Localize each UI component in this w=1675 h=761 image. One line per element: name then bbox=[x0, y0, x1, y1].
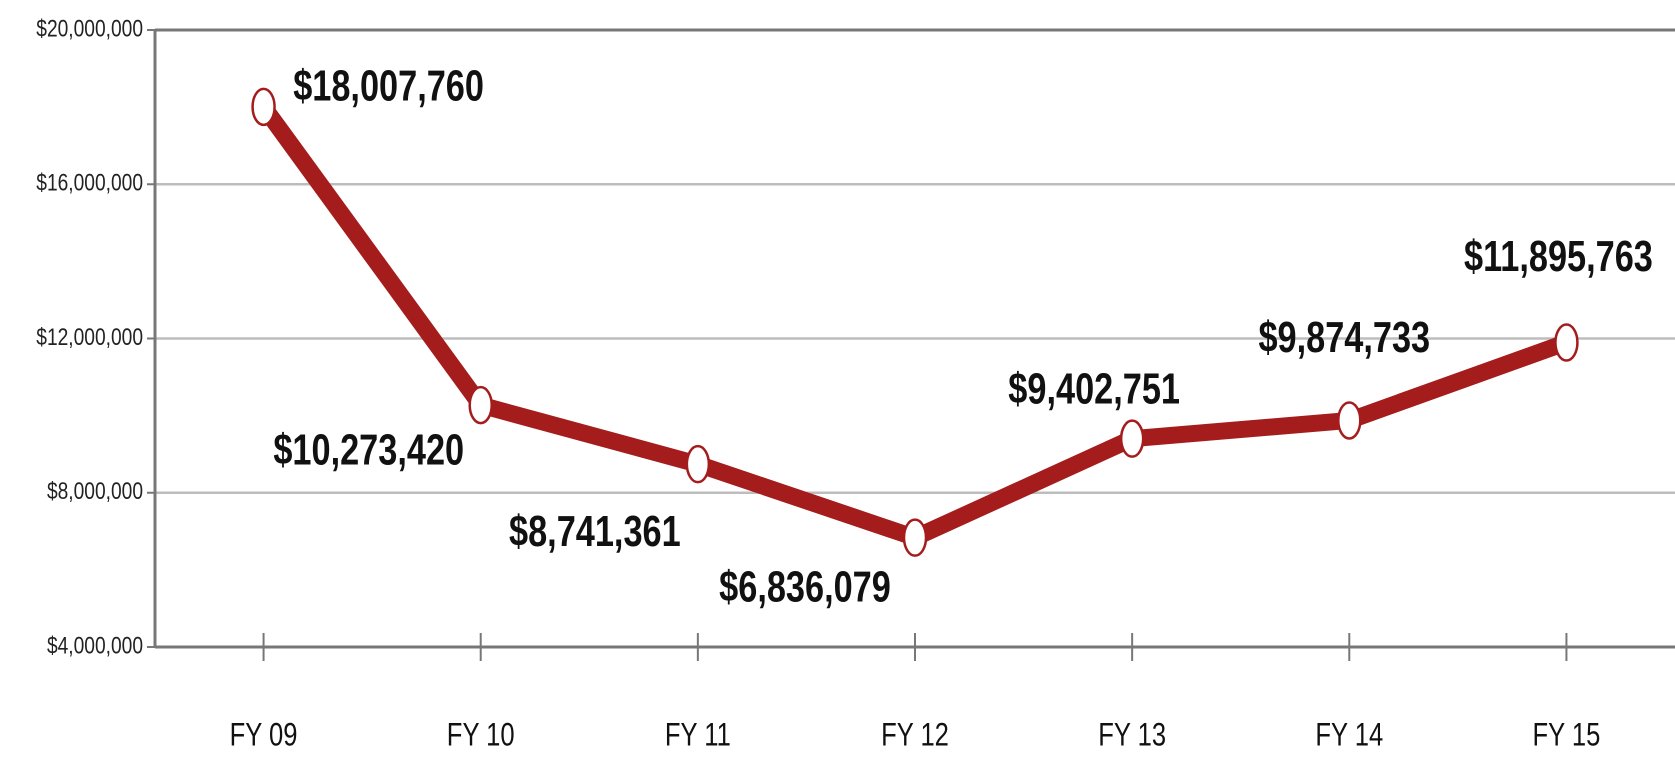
data-point bbox=[468, 385, 493, 425]
x-tick-group: FY 14 bbox=[1315, 718, 1383, 753]
y-tick-label: $16,000,000 bbox=[36, 168, 143, 196]
y-tick-group: $16,000,000 bbox=[36, 168, 143, 196]
x-tick-group: FY 15 bbox=[1533, 718, 1601, 753]
x-tick-group: FY 13 bbox=[1098, 718, 1166, 753]
data-point bbox=[1119, 419, 1145, 458]
data-point bbox=[1337, 401, 1362, 440]
value-label: $9,402,751 bbox=[1008, 364, 1180, 413]
y-tick-group: $12,000,000 bbox=[36, 323, 143, 351]
data-point bbox=[685, 444, 711, 484]
x-tick-label: FY 09 bbox=[230, 718, 298, 753]
x-tick-group: FY 10 bbox=[447, 718, 515, 753]
x-tick-label: FY 13 bbox=[1098, 718, 1166, 753]
value-label-group: $8,741,361 bbox=[509, 507, 681, 556]
value-label-group: $9,402,751 bbox=[1008, 364, 1180, 413]
value-label-group: $6,836,079 bbox=[719, 562, 891, 611]
value-label: $11,895,763 bbox=[1464, 232, 1653, 281]
y-tick-label: $4,000,000 bbox=[47, 631, 143, 659]
data-point bbox=[1554, 323, 1579, 362]
x-tick-label: FY 14 bbox=[1315, 718, 1383, 753]
y-tick-group: $8,000,000 bbox=[47, 477, 143, 505]
x-tick-label: FY 12 bbox=[881, 718, 949, 753]
data-point bbox=[251, 87, 276, 127]
x-tick-group: FY 12 bbox=[881, 718, 949, 753]
x-tick-label: FY 10 bbox=[447, 718, 515, 753]
y-tick-label: $20,000,000 bbox=[36, 14, 143, 42]
data-point bbox=[902, 518, 928, 557]
value-label-group: $11,895,763 bbox=[1464, 232, 1653, 281]
value-label: $10,273,420 bbox=[273, 426, 464, 475]
value-label: $6,836,079 bbox=[719, 562, 891, 611]
y-tick-label: $12,000,000 bbox=[36, 323, 143, 351]
x-tick-group: FY 09 bbox=[230, 718, 298, 753]
value-label-group: $9,874,733 bbox=[1258, 313, 1430, 362]
value-label-group: $18,007,760 bbox=[293, 61, 484, 110]
x-tick-label: FY 11 bbox=[665, 718, 731, 753]
y-tick-group: $20,000,000 bbox=[36, 14, 143, 42]
value-label: $8,741,361 bbox=[509, 507, 681, 556]
y-tick-group: $4,000,000 bbox=[47, 631, 143, 659]
value-label: $18,007,760 bbox=[293, 61, 484, 110]
x-tick-group: FY 11 bbox=[665, 718, 731, 753]
y-tick-label: $8,000,000 bbox=[47, 477, 143, 505]
value-label-group: $10,273,420 bbox=[273, 426, 464, 475]
x-tick-label: FY 15 bbox=[1533, 718, 1601, 753]
value-label: $9,874,733 bbox=[1258, 313, 1430, 362]
